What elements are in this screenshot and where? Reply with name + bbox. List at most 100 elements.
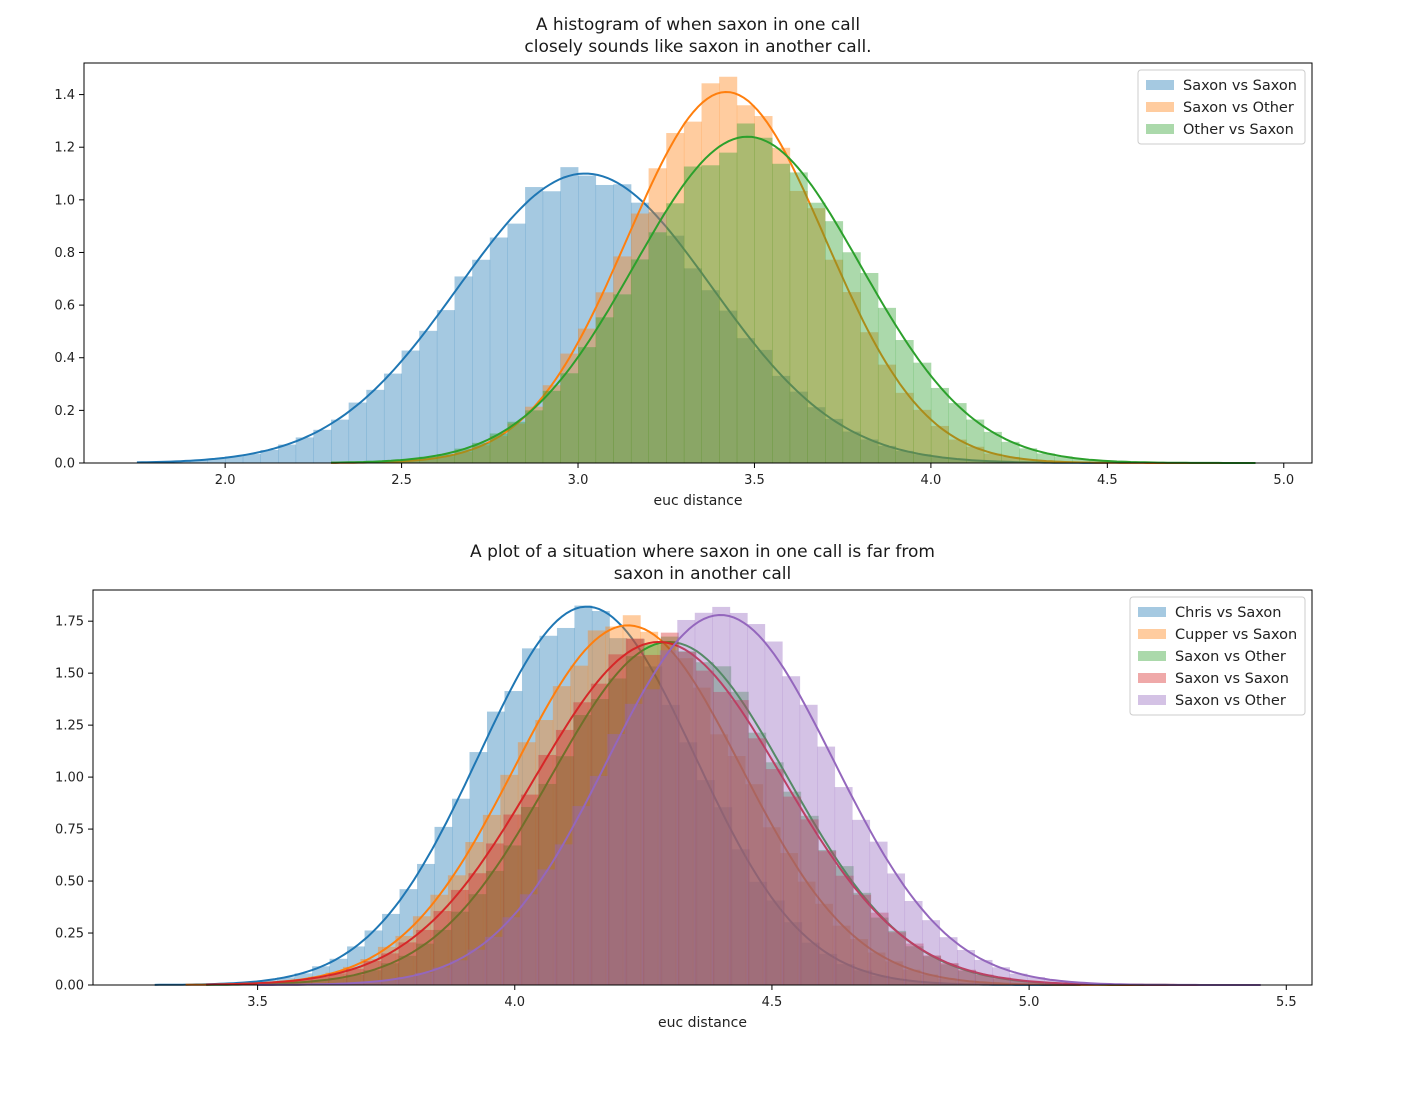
hist-bar xyxy=(695,662,714,985)
hist-bar xyxy=(660,636,679,985)
hist-bar xyxy=(520,794,539,985)
hist-bar xyxy=(591,611,610,985)
legend-label: Saxon vs Other xyxy=(1175,649,1286,665)
hist-bar xyxy=(888,930,907,985)
hist-bar xyxy=(485,870,504,985)
hist-bar xyxy=(640,631,659,985)
hist-bar xyxy=(877,445,897,463)
hist-bar xyxy=(595,184,614,464)
hist-bar xyxy=(993,978,1011,985)
y-tick-label: 0.2 xyxy=(54,404,75,419)
hist-bar xyxy=(555,729,574,985)
hist-bar xyxy=(993,977,1011,985)
hist-bar xyxy=(853,892,872,985)
hist-bar xyxy=(765,762,784,985)
hist-bar xyxy=(348,402,367,463)
hist-bar xyxy=(260,449,279,463)
kde-line xyxy=(154,605,1081,986)
hist-bar xyxy=(701,83,720,463)
hist-bar xyxy=(590,699,609,985)
x-tick-label: 4.5 xyxy=(762,995,783,1010)
hist-bar xyxy=(799,704,818,985)
hist-bar xyxy=(507,421,526,463)
hist-bar xyxy=(525,410,544,463)
series-5 xyxy=(257,606,1261,986)
hist-bar xyxy=(871,975,890,985)
hist-bar xyxy=(887,873,906,985)
hist-bar xyxy=(895,340,914,463)
hist-bar xyxy=(436,454,455,463)
legend-swatch xyxy=(1146,124,1174,134)
hist-bar xyxy=(525,406,544,463)
hist-bar xyxy=(772,163,791,463)
hist-bar xyxy=(678,651,697,985)
hist-bar xyxy=(417,863,435,985)
hist-bar xyxy=(472,259,491,463)
y-tick-label: 1.4 xyxy=(54,88,75,103)
hist-bar xyxy=(1036,453,1055,463)
hist-bar xyxy=(346,968,364,985)
hist-bar xyxy=(902,969,921,985)
hist-bar xyxy=(642,689,661,985)
hist-bar xyxy=(605,626,624,985)
hist-bar xyxy=(328,973,347,985)
y-tick-label: 1.75 xyxy=(55,615,84,630)
hist-bar xyxy=(860,439,879,463)
series-1 xyxy=(136,167,1108,464)
hist-bar xyxy=(624,703,643,985)
hist-bar xyxy=(1072,459,1091,463)
hist-bar xyxy=(745,784,764,985)
hist-bar xyxy=(454,451,473,463)
x-tick-label: 5.5 xyxy=(1276,995,1297,1010)
hist-bar xyxy=(595,292,614,463)
hist-bar xyxy=(1062,982,1080,985)
hist-bar xyxy=(434,826,453,985)
hist-bar xyxy=(719,152,738,463)
hist-bar xyxy=(754,349,773,463)
hist-bar xyxy=(659,650,678,985)
hist-bar xyxy=(867,952,886,985)
series-3 xyxy=(206,636,1261,986)
hist-bar xyxy=(940,962,959,985)
hist-bar xyxy=(666,235,685,463)
hist-bar xyxy=(877,307,897,463)
x-axis-label: euc distance xyxy=(654,493,743,509)
hist-bar xyxy=(834,787,853,985)
hist-bar xyxy=(661,704,680,985)
hist-bar xyxy=(719,76,738,464)
hist-bar xyxy=(957,950,975,985)
hist-bar xyxy=(578,347,597,463)
hist-bar xyxy=(835,866,854,985)
hist-bar xyxy=(625,656,644,985)
hist-bar xyxy=(395,935,414,985)
hist-bar xyxy=(560,167,579,463)
hist-bar xyxy=(710,734,729,985)
hist-bar xyxy=(730,700,749,985)
hist-bar xyxy=(807,202,826,463)
y-tick-label: 0.8 xyxy=(54,246,75,261)
hist-bar xyxy=(381,953,399,985)
hist-bar xyxy=(877,364,897,463)
legend-swatch xyxy=(1146,80,1174,90)
series-2 xyxy=(185,615,1184,986)
hist-bar xyxy=(519,894,538,985)
y-tick-label: 0.4 xyxy=(54,351,75,366)
hist-bar xyxy=(278,444,297,463)
hist-bar xyxy=(555,756,574,985)
hist-bar xyxy=(432,967,451,985)
legend-swatch xyxy=(1138,651,1166,661)
legend-label: Saxon vs Saxon xyxy=(1175,671,1289,687)
kde-line xyxy=(331,135,1256,464)
hist-bar xyxy=(419,330,438,463)
hist-bar xyxy=(630,259,649,463)
hist-bar xyxy=(489,237,508,463)
hist-bar xyxy=(401,350,420,463)
hist-bar xyxy=(225,456,244,463)
hist-bar xyxy=(766,900,785,985)
hist-bar xyxy=(328,978,347,985)
hist-bar xyxy=(382,913,400,985)
hist-bar xyxy=(754,137,773,463)
hist-bar xyxy=(643,644,662,985)
hist-bar xyxy=(293,979,312,985)
hist-bar xyxy=(258,982,277,985)
